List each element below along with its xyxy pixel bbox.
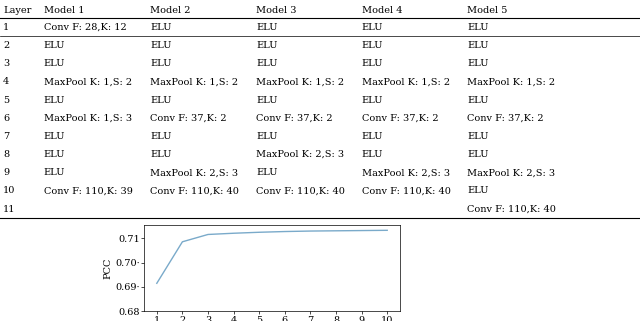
Text: 3: 3 (3, 59, 10, 68)
Text: ELU: ELU (467, 132, 489, 141)
Text: ELU: ELU (362, 59, 383, 68)
Text: MaxPool K: 1,S: 2: MaxPool K: 1,S: 2 (362, 77, 450, 86)
Text: ELU: ELU (44, 168, 65, 177)
Text: MaxPool K: 1,S: 2: MaxPool K: 1,S: 2 (44, 77, 132, 86)
Text: Conv F: 110,K: 40: Conv F: 110,K: 40 (362, 187, 451, 195)
Text: ELU: ELU (467, 59, 489, 68)
Text: ELU: ELU (256, 132, 278, 141)
Text: 2: 2 (3, 41, 10, 50)
Text: ELU: ELU (44, 96, 65, 105)
Text: ELU: ELU (150, 23, 172, 32)
Text: ELU: ELU (44, 132, 65, 141)
Text: ELU: ELU (362, 41, 383, 50)
Text: 5: 5 (3, 96, 10, 105)
Text: ELU: ELU (150, 41, 172, 50)
Text: Conv F: 37,K: 2: Conv F: 37,K: 2 (362, 114, 438, 123)
Text: ELU: ELU (467, 41, 489, 50)
Text: MaxPool K: 2,S: 3: MaxPool K: 2,S: 3 (150, 168, 239, 177)
Text: ELU: ELU (256, 23, 278, 32)
Text: ELU: ELU (467, 187, 489, 195)
Text: Model 3: Model 3 (256, 5, 296, 14)
Text: Conv F: 110,K: 39: Conv F: 110,K: 39 (44, 187, 132, 195)
Text: 6: 6 (3, 114, 10, 123)
Text: ELU: ELU (467, 96, 489, 105)
Text: ELU: ELU (362, 23, 383, 32)
Text: ELU: ELU (256, 168, 278, 177)
Text: 9: 9 (3, 168, 10, 177)
Text: Model 5: Model 5 (467, 5, 508, 14)
Text: Model 2: Model 2 (150, 5, 191, 14)
Text: Layer: Layer (3, 5, 31, 14)
Text: ELU: ELU (362, 132, 383, 141)
Text: ELU: ELU (44, 150, 65, 159)
Text: Model 4: Model 4 (362, 5, 402, 14)
Text: ELU: ELU (256, 96, 278, 105)
Text: Conv F: 37,K: 2: Conv F: 37,K: 2 (150, 114, 227, 123)
Text: ELU: ELU (467, 150, 489, 159)
Text: Model 1: Model 1 (44, 5, 84, 14)
Text: MaxPool K: 2,S: 3: MaxPool K: 2,S: 3 (362, 168, 450, 177)
Text: Conv F: 37,K: 2: Conv F: 37,K: 2 (467, 114, 544, 123)
Text: 8: 8 (3, 150, 10, 159)
Text: ELU: ELU (150, 59, 172, 68)
Text: MaxPool K: 2,S: 3: MaxPool K: 2,S: 3 (467, 168, 556, 177)
Text: ELU: ELU (44, 41, 65, 50)
Text: ELU: ELU (44, 59, 65, 68)
Text: ELU: ELU (150, 132, 172, 141)
Text: ELU: ELU (362, 96, 383, 105)
Text: 10: 10 (3, 187, 15, 195)
Text: 7: 7 (3, 132, 10, 141)
Text: ELU: ELU (362, 150, 383, 159)
Text: ELU: ELU (467, 23, 489, 32)
Text: ELU: ELU (256, 41, 278, 50)
Text: 1: 1 (3, 23, 10, 32)
Text: Conv F: 37,K: 2: Conv F: 37,K: 2 (256, 114, 333, 123)
Text: Conv F: 110,K: 40: Conv F: 110,K: 40 (150, 187, 239, 195)
Text: MaxPool K: 1,S: 2: MaxPool K: 1,S: 2 (256, 77, 344, 86)
Text: ELU: ELU (256, 59, 278, 68)
Text: MaxPool K: 1,S: 2: MaxPool K: 1,S: 2 (150, 77, 239, 86)
Text: ELU: ELU (150, 150, 172, 159)
Text: MaxPool K: 1,S: 3: MaxPool K: 1,S: 3 (44, 114, 132, 123)
Text: 11: 11 (3, 205, 16, 214)
Text: 4: 4 (3, 77, 10, 86)
Text: Conv F: 110,K: 40: Conv F: 110,K: 40 (467, 205, 556, 214)
Text: MaxPool K: 1,S: 2: MaxPool K: 1,S: 2 (467, 77, 556, 86)
Text: MaxPool K: 2,S: 3: MaxPool K: 2,S: 3 (256, 150, 344, 159)
Y-axis label: PCC: PCC (103, 257, 112, 279)
Text: Conv F: 110,K: 40: Conv F: 110,K: 40 (256, 187, 345, 195)
Text: ELU: ELU (150, 96, 172, 105)
Text: Conv F: 28,K: 12: Conv F: 28,K: 12 (44, 23, 126, 32)
